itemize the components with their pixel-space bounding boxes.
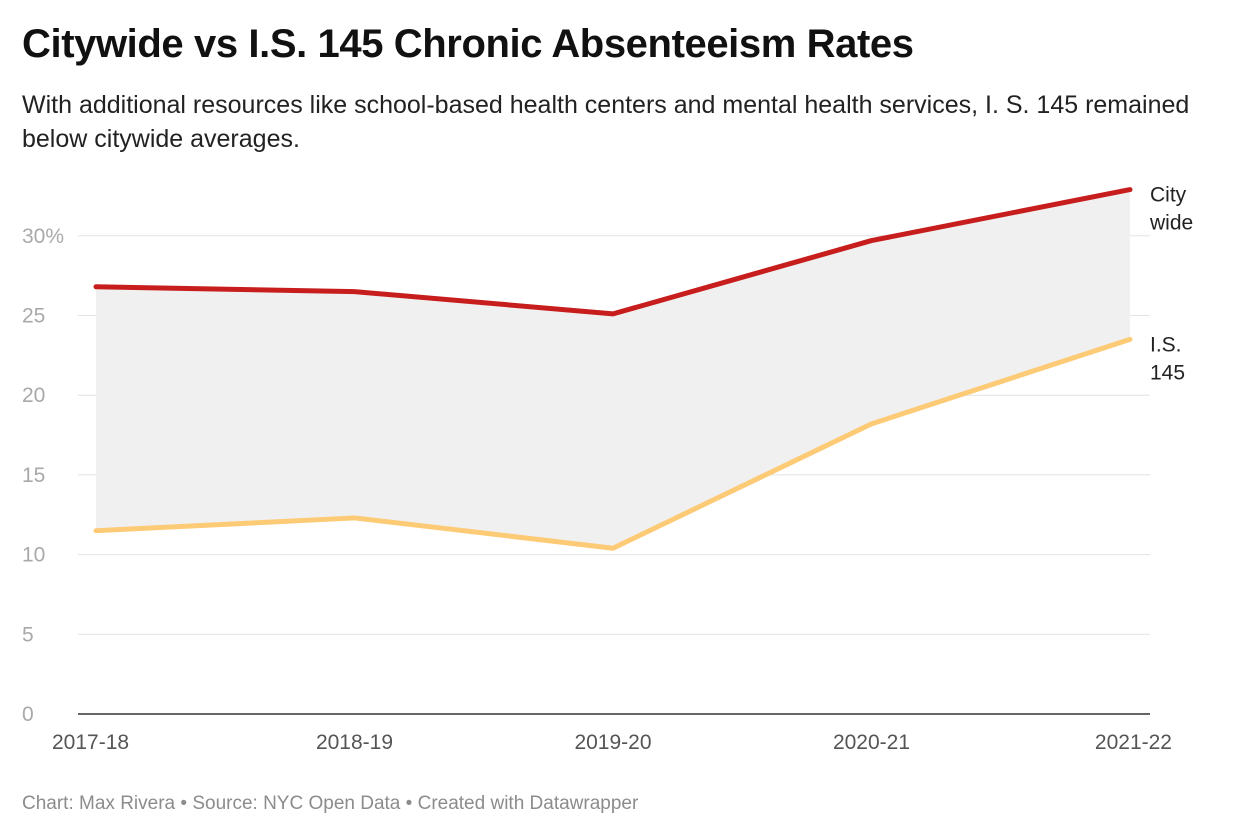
- footer-source: Source: NYC Open Data: [192, 793, 401, 814]
- x-axis-tick-labels: 2017-18 2018-19 2019-20 2020-21 2021-22: [52, 731, 1172, 754]
- series-label: City: [1150, 184, 1187, 207]
- area-between-series: [96, 189, 1130, 549]
- y-axis-tick-labels: 0 5 10 15 20 25 30%: [22, 225, 64, 726]
- y-tick-label: 10: [22, 544, 45, 567]
- y-tick-label: 5: [22, 623, 34, 646]
- series-label: wide: [1149, 212, 1193, 235]
- chart-footer: Chart: Max Rivera • Source: NYC Open Dat…: [22, 793, 638, 815]
- chart-title: Citywide vs I.S. 145 Chronic Absenteeism…: [22, 22, 914, 66]
- footer-separator: •: [405, 793, 413, 814]
- line-chart: 0 5 10 15 20 25 30% 2017-18 2018-19 2019-20 2020-…: [22, 184, 1193, 754]
- y-tick-label: 15: [22, 464, 45, 487]
- series-labels: City wide I.S. 145: [1149, 184, 1193, 385]
- x-tick-label: 2020-21: [833, 731, 910, 754]
- y-tick-label: 25: [22, 305, 45, 328]
- x-tick-label: 2017-18: [52, 731, 129, 754]
- y-tick-label: 0: [22, 703, 34, 726]
- x-tick-label: 2018-19: [316, 731, 393, 754]
- footer-created: Created with Datawrapper: [417, 793, 639, 814]
- series-label: 145: [1150, 361, 1185, 384]
- footer-credit: Chart: Max Rivera: [22, 793, 176, 814]
- y-tick-label: 20: [22, 384, 45, 407]
- series-lines: [93, 187, 1133, 551]
- series-label: I.S.: [1150, 333, 1182, 356]
- x-tick-label: 2019-20: [574, 731, 651, 754]
- chart-subtitle: With additional resources like school-ba…: [22, 91, 1190, 153]
- x-tick-label: 2021-22: [1095, 731, 1172, 754]
- area-fill: [96, 189, 1130, 549]
- footer-separator: •: [180, 793, 188, 814]
- y-tick-label: 30%: [22, 225, 64, 248]
